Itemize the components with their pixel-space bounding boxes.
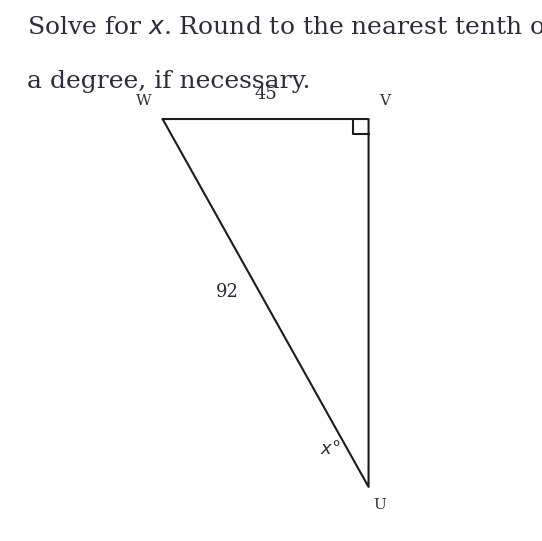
- Text: 45: 45: [254, 85, 277, 103]
- Text: V: V: [379, 94, 390, 108]
- Text: 92: 92: [216, 283, 238, 301]
- Text: W: W: [136, 94, 152, 108]
- Text: a degree, if necessary.: a degree, if necessary.: [27, 70, 311, 94]
- Text: $x$°: $x$°: [320, 440, 341, 458]
- Text: Solve for $x$. Round to the nearest tenth of: Solve for $x$. Round to the nearest tent…: [27, 16, 542, 39]
- Text: U: U: [373, 498, 386, 512]
